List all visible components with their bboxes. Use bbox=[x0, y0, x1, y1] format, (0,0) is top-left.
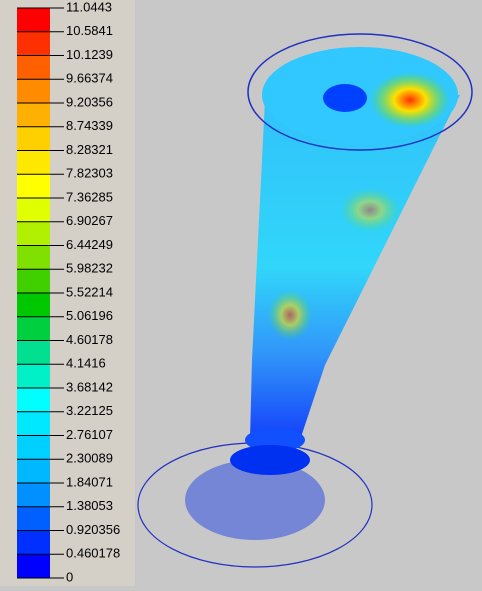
color-swatch bbox=[17, 459, 50, 483]
color-swatch bbox=[17, 411, 50, 436]
color-swatch bbox=[17, 221, 50, 246]
tick-label: 8.74339 bbox=[66, 118, 113, 133]
tick-label: 6.90267 bbox=[66, 213, 113, 228]
tick-label: 0 bbox=[66, 569, 73, 584]
tick-label: 7.82303 bbox=[66, 166, 113, 181]
tick-label: 9.20356 bbox=[66, 94, 113, 109]
tick-label: 3.68142 bbox=[66, 379, 113, 394]
color-swatch bbox=[17, 293, 50, 317]
color-swatch bbox=[17, 364, 50, 388]
tick-label: 9.66374 bbox=[66, 71, 113, 86]
tick-label: 4.1416 bbox=[66, 356, 106, 371]
tick-label: 1.38053 bbox=[66, 498, 113, 513]
color-swatch bbox=[17, 388, 50, 412]
tick-label: 8.28321 bbox=[66, 142, 113, 157]
color-swatch bbox=[17, 79, 50, 103]
color-swatch bbox=[17, 530, 50, 555]
color-swatch bbox=[17, 150, 50, 175]
color-swatch bbox=[17, 554, 50, 578]
color-swatch bbox=[17, 245, 50, 270]
tick-label: 0.460178 bbox=[66, 546, 120, 561]
tick-label: 5.98232 bbox=[66, 261, 113, 276]
tick-label: 6.44249 bbox=[66, 237, 113, 252]
tick-label: 1.84071 bbox=[66, 474, 113, 489]
color-swatch bbox=[17, 316, 50, 341]
color-swatch bbox=[17, 174, 50, 198]
tick-label: 0.920356 bbox=[66, 522, 120, 537]
tick-label: 10.5841 bbox=[66, 23, 113, 38]
color-swatch bbox=[17, 55, 50, 80]
tick-label: 7.36285 bbox=[66, 189, 113, 204]
tick-label: 4.60178 bbox=[66, 332, 113, 347]
color-swatch bbox=[17, 198, 50, 222]
color-swatch bbox=[17, 103, 50, 127]
tick-label: 5.06196 bbox=[66, 308, 113, 323]
flow-visualization bbox=[137, 33, 473, 568]
color-swatch bbox=[17, 483, 50, 507]
color-swatch bbox=[17, 31, 50, 56]
tick-label: 10.1239 bbox=[66, 47, 113, 62]
legend: 11.0443 10.5841 10.1239 9.66374 9.20356 8.743… bbox=[17, 0, 120, 584]
tick-label: 11.0443 bbox=[66, 0, 112, 14]
color-swatch bbox=[17, 269, 50, 293]
tick-label: 5.52214 bbox=[66, 284, 113, 299]
tick-label: 3.22125 bbox=[66, 403, 113, 418]
tick-label: 2.30089 bbox=[66, 451, 113, 466]
color-swatch bbox=[17, 126, 50, 151]
color-swatch bbox=[17, 435, 50, 460]
color-swatch bbox=[17, 340, 50, 365]
color-swatch bbox=[17, 506, 50, 531]
tick-label: 2.76107 bbox=[66, 427, 113, 442]
color-swatch bbox=[17, 8, 50, 32]
